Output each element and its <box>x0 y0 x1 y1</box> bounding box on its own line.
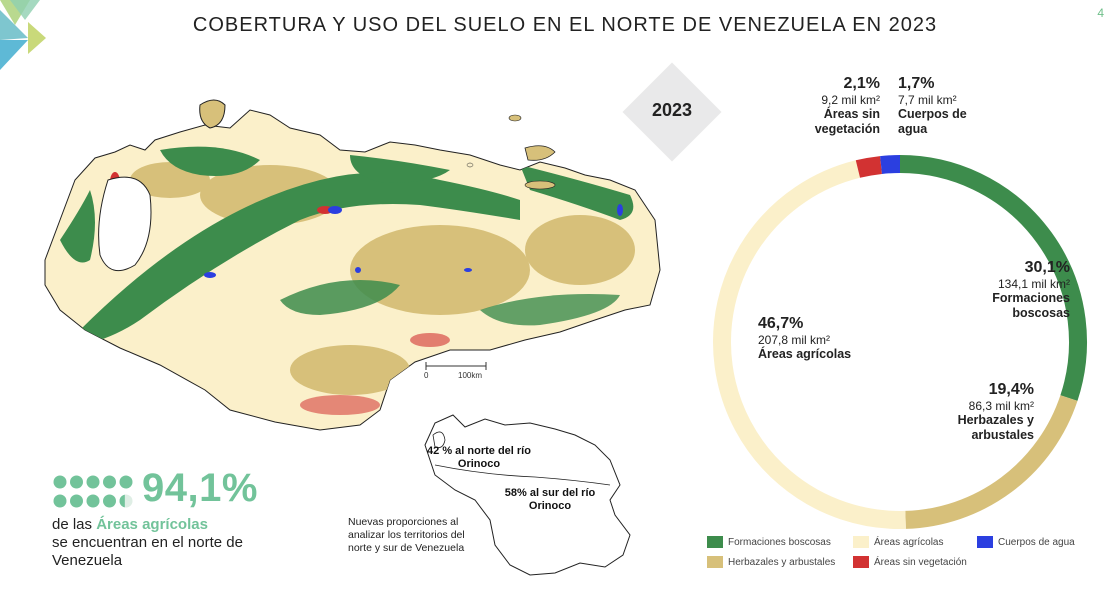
label-herbazales: 19,4% 86,3 mil km² Herbazales y arbustal… <box>910 380 1034 443</box>
donut-chart <box>713 155 1087 529</box>
claim-suffix: se encuentran en el norte de Venezuela <box>52 534 243 569</box>
highlight-claim: de las Áreas agrícolas se encuentran en … <box>52 516 312 570</box>
area-formaciones-boscosas: 134,1 mil km² <box>997 277 1070 291</box>
legend-label: Formaciones boscosas <box>728 537 831 548</box>
legend-swatch <box>853 536 869 549</box>
year-badge: 2023 <box>622 62 722 162</box>
legend-item: Herbazales y arbustales <box>707 556 835 570</box>
claim-highlight: Áreas agrícolas <box>96 516 208 533</box>
donut-slice-cuerpos-de-agua <box>880 155 901 174</box>
legend-item: Formaciones boscosas <box>707 536 831 550</box>
page-title: COBERTURA Y USO DEL SUELO EN EL NORTE DE… <box>192 14 938 36</box>
scale-end: 100km <box>458 371 483 380</box>
pct-cuerpos-agua: 1,7% <box>898 75 935 92</box>
land-cover-map <box>44 99 661 431</box>
area-areas-agricolas: 207,8 mil km² <box>758 333 831 347</box>
claim-prefix: de las <box>52 516 93 533</box>
chart-legend: Formaciones boscosas Áreas agrícolas Cue… <box>705 534 1105 579</box>
legend-label: Herbazales y arbustales <box>728 557 836 568</box>
cat-areas-sin-vegetacion: Áreas sin vegetación <box>814 107 880 136</box>
proportion-dot <box>70 475 83 489</box>
inset-south-label: 58% al sur del río Orinoco <box>504 487 596 512</box>
area-areas-sin-vegetacion: 9,2 mil km² <box>821 93 880 107</box>
corner-decoration <box>0 0 46 70</box>
proportion-dot <box>86 475 100 489</box>
proportion-dot <box>119 475 133 489</box>
label-formaciones-boscosas: 30,1% 134,1 mil km² Formaciones boscosas <box>930 258 1070 321</box>
pct-formaciones-boscosas: 30,1% <box>1024 259 1070 276</box>
donut-slice-areas-sin-vegetacion <box>855 156 883 178</box>
cat-areas-agricolas: Áreas agrícolas <box>758 347 852 361</box>
inset-note: Nuevas proporciones al analizar los terr… <box>348 516 465 554</box>
legend-item: Áreas sin vegetación <box>853 556 967 570</box>
proportion-dot <box>103 494 116 508</box>
pct-herbazales: 19,4% <box>988 381 1034 398</box>
donut-slice-formaciones-boscosas <box>899 155 1087 401</box>
label-areas-sin-vegetacion: 2,1% 9,2 mil km² Áreas sin vegetación <box>780 74 880 137</box>
scale-start: 0 <box>424 371 429 380</box>
pct-areas-agricolas: 46,7% <box>758 315 804 332</box>
label-areas-agricolas: 46,7% 207,8 mil km² Áreas agrícolas <box>758 314 898 362</box>
dot-proportion-graphic <box>53 475 133 508</box>
year-badge-text: 2023 <box>651 100 693 120</box>
donut-slice-herbazales-y-arbustales <box>905 395 1078 529</box>
legend-label: Áreas sin vegetación <box>874 557 967 568</box>
donut-slice-areas-agricolas <box>713 160 906 529</box>
proportion-dot <box>70 494 83 508</box>
proportion-dot <box>103 475 116 489</box>
area-cuerpos-agua: 7,7 mil km² <box>898 93 957 107</box>
legend-item: Cuerpos de agua <box>977 536 1075 550</box>
legend-label: Áreas agrícolas <box>874 537 944 548</box>
inset-map: 42 % al norte del río Orinoco 58% al sur… <box>405 405 635 580</box>
legend-item: Áreas agrícolas <box>853 536 943 550</box>
highlight-percent: 94,1% <box>142 466 258 510</box>
legend-label: Cuerpos de agua <box>998 537 1075 548</box>
label-cuerpos-agua: 1,7% 7,7 mil km² Cuerpos de agua <box>898 74 988 137</box>
page-number: 4 <box>1097 6 1104 20</box>
area-herbazales: 86,3 mil km² <box>968 399 1034 413</box>
legend-swatch <box>977 536 993 549</box>
proportion-dot <box>53 475 67 489</box>
proportion-dot <box>53 494 67 508</box>
proportion-dot <box>86 494 100 508</box>
cat-cuerpos-agua: Cuerpos de agua <box>898 107 967 136</box>
pct-areas-sin-vegetacion: 2,1% <box>843 75 880 92</box>
inset-north-label: 42 % al norte del río Orinoco <box>427 445 531 470</box>
cat-formaciones-boscosas: Formaciones boscosas <box>992 291 1070 320</box>
cat-herbazales: Herbazales y arbustales <box>957 413 1034 442</box>
legend-swatch <box>707 536 723 549</box>
legend-swatch <box>707 556 723 569</box>
scale-bar: 0 100km <box>424 362 504 384</box>
proportion-dot-partial <box>119 494 125 508</box>
legend-swatch <box>853 556 869 569</box>
